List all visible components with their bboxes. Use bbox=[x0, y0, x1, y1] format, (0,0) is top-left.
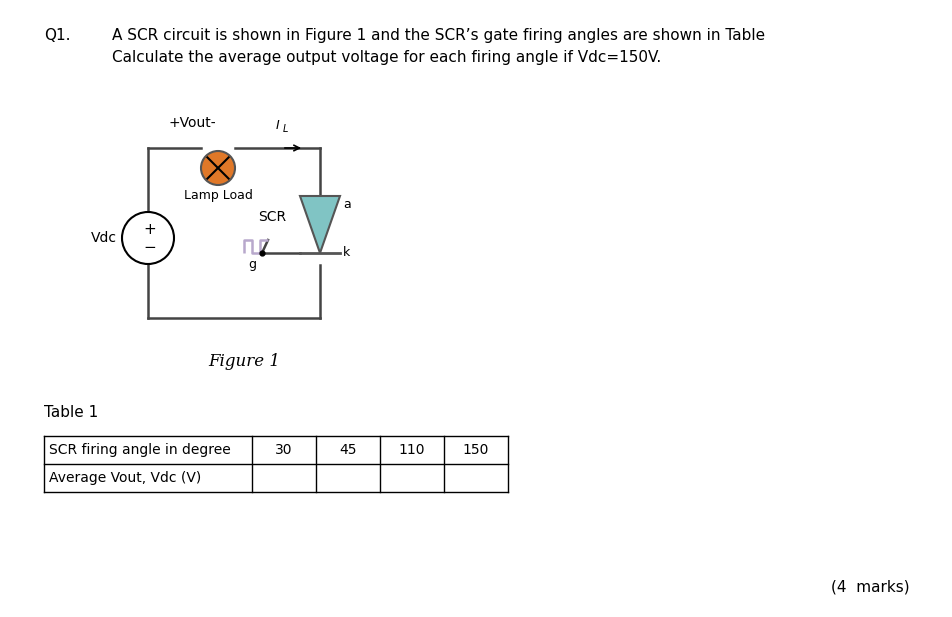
Text: Calculate the average output voltage for each firing angle if Vdc=150V.: Calculate the average output voltage for… bbox=[112, 50, 662, 65]
Text: 110: 110 bbox=[399, 443, 426, 457]
Circle shape bbox=[201, 151, 235, 185]
Polygon shape bbox=[300, 196, 340, 253]
Text: k: k bbox=[343, 247, 350, 260]
Text: g: g bbox=[248, 258, 256, 271]
Text: Figure 1: Figure 1 bbox=[208, 353, 280, 370]
Circle shape bbox=[122, 212, 174, 264]
Text: +: + bbox=[144, 223, 156, 238]
Text: 45: 45 bbox=[339, 443, 357, 457]
Text: L: L bbox=[283, 124, 288, 134]
Text: Q1.: Q1. bbox=[44, 28, 70, 43]
Text: 30: 30 bbox=[275, 443, 293, 457]
Text: SCR firing angle in degree: SCR firing angle in degree bbox=[49, 443, 230, 457]
Text: SCR: SCR bbox=[258, 210, 287, 224]
Text: Average Vout, Vdc (V): Average Vout, Vdc (V) bbox=[49, 471, 201, 485]
Text: a: a bbox=[343, 198, 350, 211]
Text: 150: 150 bbox=[463, 443, 489, 457]
Text: Lamp Load: Lamp Load bbox=[184, 189, 252, 202]
Text: I: I bbox=[276, 119, 280, 132]
Text: +Vout-: +Vout- bbox=[169, 116, 216, 130]
Text: (4  marks): (4 marks) bbox=[831, 580, 910, 595]
Text: A SCR circuit is shown in Figure 1 and the SCR’s gate firing angles are shown in: A SCR circuit is shown in Figure 1 and t… bbox=[112, 28, 765, 43]
Text: Vdc: Vdc bbox=[91, 231, 117, 245]
Text: Table 1: Table 1 bbox=[44, 405, 98, 420]
Text: −: − bbox=[144, 239, 156, 254]
